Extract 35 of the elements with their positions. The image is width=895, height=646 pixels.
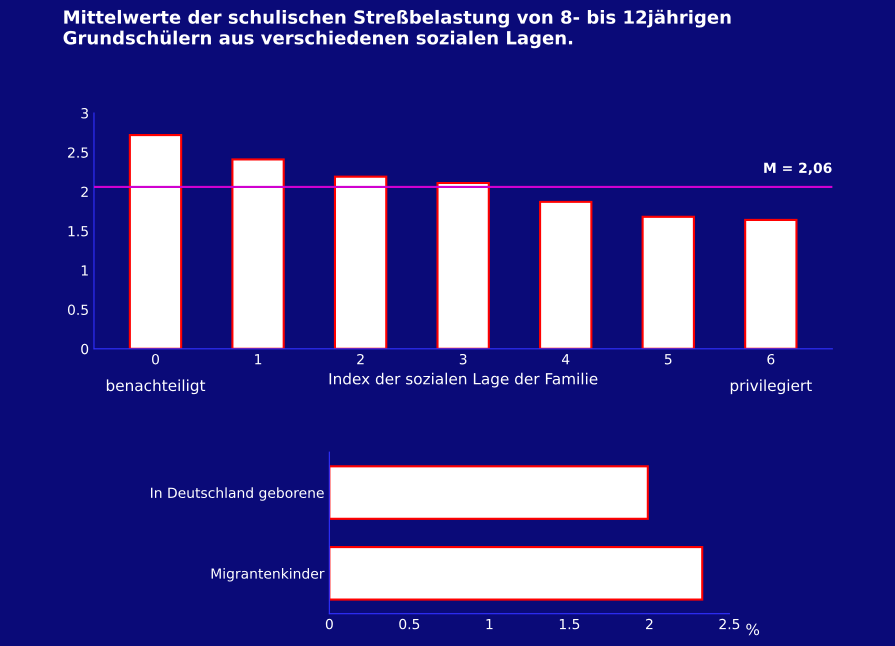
y-tick-label: 2 <box>81 186 88 197</box>
bar <box>128 134 182 349</box>
bar <box>642 216 695 349</box>
y-tick-label: 3 <box>81 108 88 119</box>
x-tick-label: 0 <box>326 618 333 630</box>
text: privilegiert <box>730 379 812 394</box>
y-tick-label: 0.5 <box>68 304 88 316</box>
x-tick-label: 2 <box>357 354 364 364</box>
x-tick-label: 4 <box>562 354 570 364</box>
bar <box>334 176 388 349</box>
bar <box>744 218 798 349</box>
x-axis-title: Index der sozialen Lage der Familie <box>330 372 598 388</box>
x-tick-label: 2 <box>646 618 652 630</box>
y-tick-label: Migrantenkinder <box>212 568 324 582</box>
bar <box>231 158 285 349</box>
x-tick-label: 0 <box>152 354 159 364</box>
y-tick-label: 0 <box>81 344 88 354</box>
x-axis-title: % <box>746 624 760 636</box>
x-tick-label: 5 <box>664 354 672 364</box>
x-tick-label: 6 <box>767 354 774 364</box>
x-tick-label: 3 <box>460 354 466 364</box>
x-tick-label: 1 <box>255 354 262 364</box>
x-tick-label: 1.5 <box>560 618 580 630</box>
y-tick-label: 1 <box>82 265 88 276</box>
ref-line-label: M = 2,06 <box>764 162 832 175</box>
x-tick-label: 2.5 <box>719 618 740 630</box>
text: benachteiligt <box>106 379 206 394</box>
x-tick-label: 0.5 <box>399 618 420 630</box>
y-tick-label: 2.5 <box>68 147 88 158</box>
y-tick-label: 1.5 <box>68 226 88 236</box>
x-tick-label: 1 <box>486 618 493 630</box>
chart-title: Mittelwerte der schulischen Streßbelastung von 8- bis 12jährigen Grundschülern aus verschiedenen sozialen Lagen. <box>64 10 731 48</box>
bar <box>436 182 490 349</box>
bar <box>539 200 592 349</box>
y-tick-label: In Deutschland geborene <box>151 487 324 501</box>
